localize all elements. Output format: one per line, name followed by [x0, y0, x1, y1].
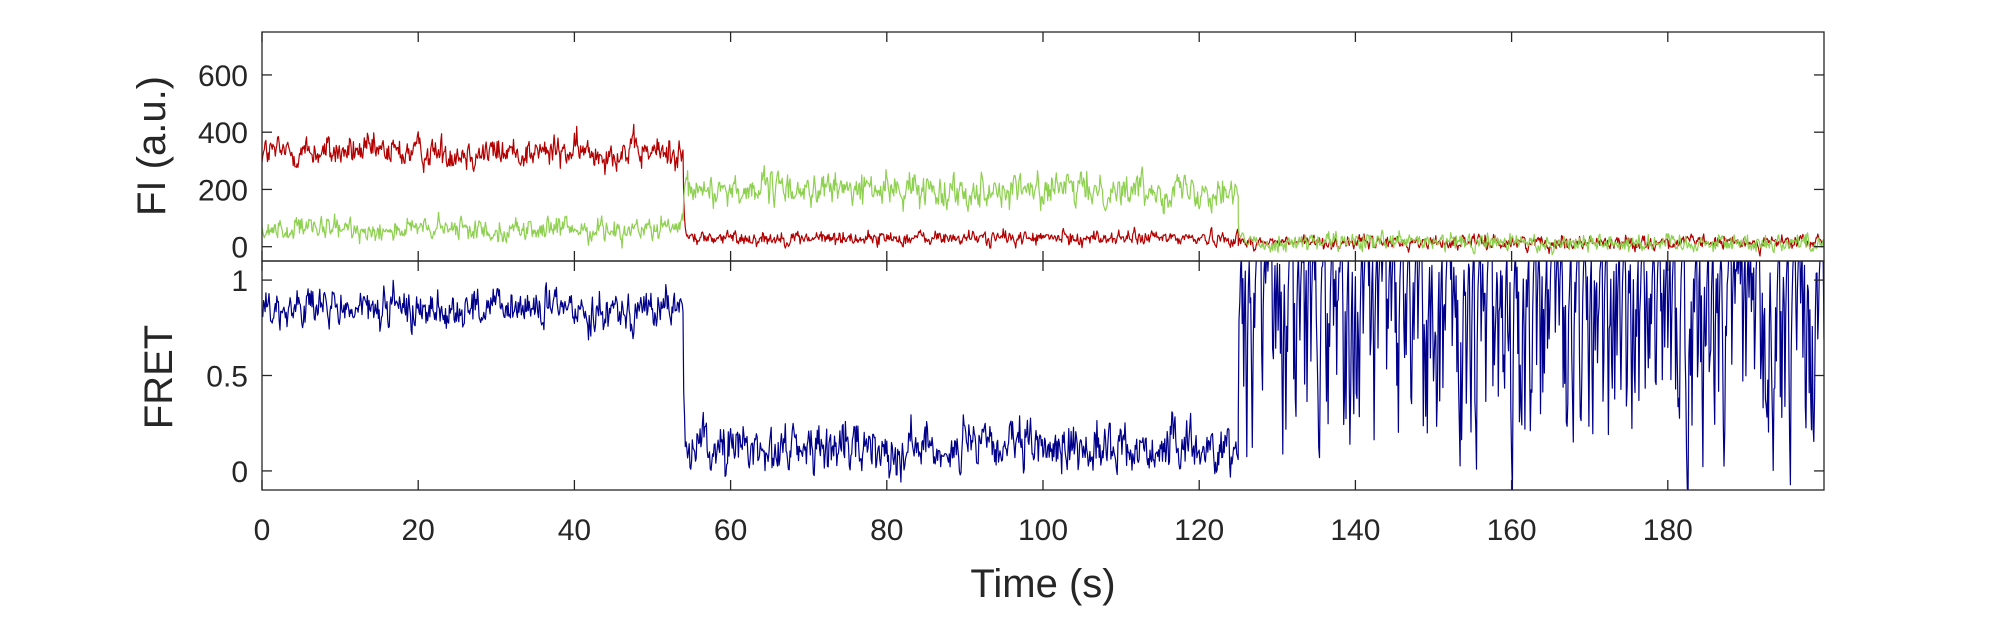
- fluorescence-traces: [262, 123, 1824, 257]
- y-tick-label: 400: [198, 117, 248, 150]
- fluorescence-y-ticks: 0 200 400 600: [198, 60, 1824, 265]
- time-x-ticks: 0 20 40 60 80 100 120 140 160 180: [254, 32, 1693, 547]
- x-tick-label: 100: [1018, 514, 1068, 547]
- fret-y-axis-label: FRET: [137, 325, 181, 429]
- x-tick-label: 80: [870, 514, 903, 547]
- bottom-trace-0: [262, 261, 1824, 490]
- y-tick-label: 600: [198, 60, 248, 93]
- x-tick-label: 40: [558, 514, 591, 547]
- x-tick-label: 60: [714, 514, 747, 547]
- top-trace-0: [262, 123, 1824, 257]
- y-tick-label: 0: [231, 232, 248, 265]
- y-tick-label: 200: [198, 174, 248, 207]
- x-tick-label: 20: [402, 514, 435, 547]
- x-tick-label: 120: [1174, 514, 1224, 547]
- y-tick-label: 0: [231, 456, 248, 489]
- time-x-axis-label: Time (s): [970, 562, 1115, 606]
- x-tick-label: 140: [1330, 514, 1380, 547]
- x-tick-label: 0: [254, 514, 271, 547]
- top-trace-1: [262, 165, 1824, 256]
- fluorescence-y-axis-label: FI (a.u.): [130, 76, 174, 216]
- y-tick-label: 0.5: [206, 361, 248, 394]
- fluorescence-panel: 0 200 400 600 FI (a.u.): [130, 31, 1825, 265]
- fret-panel: 00.51 0 20 40 60 80 100 120 140 160 180 FRET Time…: [137, 32, 1825, 606]
- y-tick-label: 1: [231, 265, 248, 298]
- fret-y-ticks: 00.51: [206, 265, 1824, 489]
- x-tick-label: 180: [1643, 514, 1693, 547]
- fret-traces: [262, 261, 1824, 490]
- x-tick-label: 160: [1487, 514, 1537, 547]
